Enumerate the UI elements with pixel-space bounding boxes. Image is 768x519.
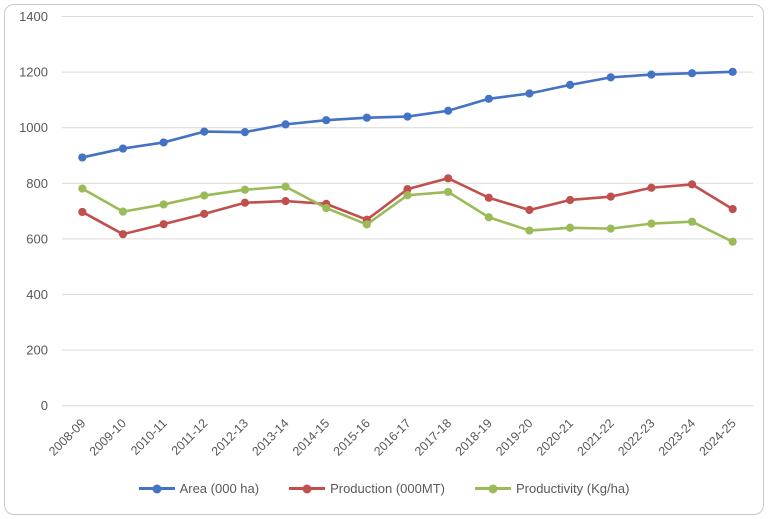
x-axis-tick-label: 2020-21 xyxy=(534,416,576,458)
production-series-point[interactable] xyxy=(606,192,615,201)
y-axis-tick-label: 400 xyxy=(26,287,48,302)
legend-item-productivity[interactable]: Productivity (Kg/ha) xyxy=(474,481,630,496)
y-axis-tick-label: 1000 xyxy=(19,120,48,135)
productivity-series-point[interactable] xyxy=(687,217,697,226)
x-axis-tick-label: 2017-18 xyxy=(412,416,454,458)
productivity-series-point[interactable] xyxy=(362,220,371,229)
area-series-point[interactable] xyxy=(606,73,615,82)
productivity-series-marker-icon xyxy=(474,484,511,493)
productivity-series-point[interactable] xyxy=(606,224,615,233)
production-series-point[interactable] xyxy=(403,185,412,194)
production-series-point[interactable] xyxy=(240,198,250,207)
y-axis-tick-label: 1400 xyxy=(19,9,48,24)
area-series-point[interactable] xyxy=(647,70,656,79)
area-series-point[interactable] xyxy=(322,116,331,125)
x-axis-tick-label: 2015-16 xyxy=(331,416,373,458)
x-axis-tick-label: 2018-19 xyxy=(453,416,495,458)
production-series-point[interactable] xyxy=(444,174,453,183)
productivity-series-point[interactable] xyxy=(525,226,534,235)
production-series-point[interactable] xyxy=(484,193,493,202)
productivity-series-point[interactable] xyxy=(200,191,209,200)
legend-label-area: Area (000 ha) xyxy=(179,481,260,496)
chart-frame xyxy=(4,4,764,515)
x-axis-tick-label: 2023-24 xyxy=(656,416,698,458)
production-series-point[interactable] xyxy=(525,205,534,215)
area-series-point[interactable] xyxy=(240,128,250,137)
area-series-point[interactable] xyxy=(687,69,697,78)
productivity-series-point[interactable] xyxy=(78,184,87,193)
x-axis-tick-label: 2021-22 xyxy=(575,416,617,458)
production-series-point[interactable] xyxy=(281,196,290,206)
legend-item-production[interactable]: Production (000MT) xyxy=(289,481,445,496)
productivity-series-point[interactable] xyxy=(159,200,168,209)
production-series-marker-icon xyxy=(289,484,326,493)
x-axis-tick-label: 2010-11 xyxy=(128,416,170,458)
production-series-point[interactable] xyxy=(687,180,697,189)
productivity-series-point[interactable] xyxy=(444,187,453,197)
productivity-series-point[interactable] xyxy=(484,213,493,222)
y-axis-tick-label: 200 xyxy=(26,343,48,358)
productivity-series-point[interactable] xyxy=(403,191,412,200)
area-series-point[interactable] xyxy=(728,67,737,76)
legend: Area (000 ha) Production (000MT) Product… xyxy=(0,481,768,496)
x-axis-tick-label: 2019-20 xyxy=(493,416,535,458)
production-series-point[interactable] xyxy=(78,207,87,217)
y-axis-tick-label: 800 xyxy=(26,176,48,191)
area-series-point[interactable] xyxy=(362,113,371,122)
productivity-series-point[interactable] xyxy=(728,237,737,246)
area-series-marker-icon xyxy=(138,484,175,493)
y-axis-tick-label: 600 xyxy=(26,231,48,246)
productivity-series-point[interactable] xyxy=(647,219,656,228)
x-axis-tick-label: 2013-14 xyxy=(249,416,291,458)
legend-label-productivity: Productivity (Kg/ha) xyxy=(515,481,630,496)
x-axis-tick-label: 2011-12 xyxy=(169,416,211,458)
production-series-point[interactable] xyxy=(647,183,656,192)
productivity-series-point[interactable] xyxy=(240,185,250,194)
productivity-series-point[interactable] xyxy=(322,203,331,213)
area-series-point[interactable] xyxy=(525,89,534,98)
production-series-point[interactable] xyxy=(200,209,209,218)
productivity-series-point[interactable] xyxy=(118,207,128,216)
area-series-point[interactable] xyxy=(200,127,209,136)
y-axis-tick-label: 0 xyxy=(41,398,48,413)
legend-label-production: Production (000MT) xyxy=(330,481,445,496)
area-series-point[interactable] xyxy=(159,138,168,147)
x-axis-tick-label: 2012-13 xyxy=(209,416,251,458)
y-axis-tick-label: 1200 xyxy=(19,65,48,80)
area-series-point[interactable] xyxy=(118,144,128,153)
area-series-point[interactable] xyxy=(565,80,575,89)
x-axis-tick-label: 2022-23 xyxy=(615,416,657,458)
productivity-series-point[interactable] xyxy=(281,182,290,191)
area-series-point[interactable] xyxy=(403,112,412,121)
production-series-point[interactable] xyxy=(118,230,128,239)
x-axis-tick-label: 2016-17 xyxy=(371,416,413,458)
area-series-point[interactable] xyxy=(444,106,453,115)
x-axis-tick-label: 2024-25 xyxy=(696,416,738,458)
production-series-point[interactable] xyxy=(565,195,575,205)
x-axis-tick-label: 2008-09 xyxy=(46,416,88,458)
legend-item-area[interactable]: Area (000 ha) xyxy=(138,481,260,496)
production-series-point[interactable] xyxy=(159,220,168,229)
area-series-point[interactable] xyxy=(281,120,290,129)
x-axis-tick-label: 2014-15 xyxy=(290,416,332,458)
production-series-point[interactable] xyxy=(728,205,737,214)
productivity-series-point[interactable] xyxy=(565,223,575,232)
x-axis-tick-label: 2009-10 xyxy=(87,416,129,458)
area-series-point[interactable] xyxy=(78,153,87,162)
area-series-point[interactable] xyxy=(484,94,493,103)
